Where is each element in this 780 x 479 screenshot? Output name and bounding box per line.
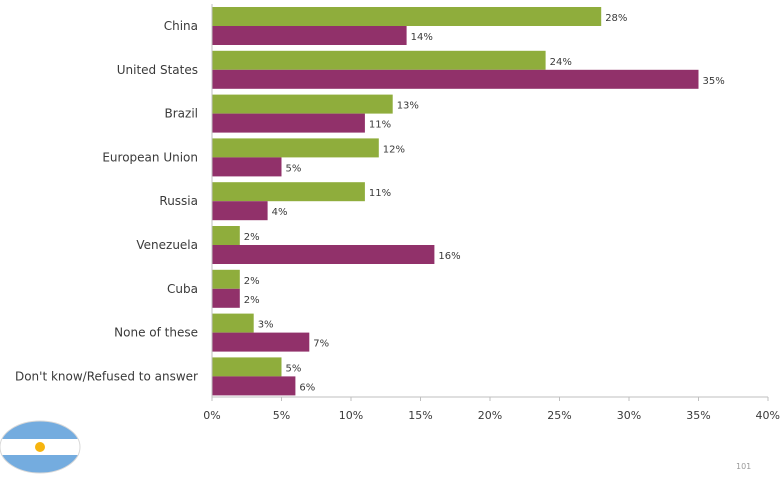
data-label: 28%	[605, 13, 627, 24]
data-label: 2%	[244, 276, 260, 287]
data-label: 5%	[286, 163, 302, 174]
x-tick-label: 20%	[478, 409, 502, 422]
category-label: China	[164, 19, 198, 33]
bar	[212, 69, 699, 89]
data-label: 6%	[299, 382, 315, 393]
category-label: Brazil	[165, 107, 199, 121]
x-tick-label: 30%	[617, 409, 641, 422]
category-label: None of these	[114, 326, 198, 340]
x-tick-label: 0%	[203, 409, 220, 422]
x-tick-label: 35%	[686, 409, 710, 422]
bar	[212, 26, 407, 45]
data-label: 14%	[411, 32, 433, 43]
bar	[212, 245, 435, 264]
page-number: 101	[736, 462, 752, 471]
bar	[212, 357, 282, 377]
bar	[212, 313, 254, 333]
category-label: Venezuela	[136, 238, 198, 252]
bar	[212, 113, 365, 133]
data-label: 11%	[369, 188, 391, 199]
category-label: European Union	[102, 150, 198, 164]
data-label: 4%	[272, 207, 288, 218]
x-tick-label: 15%	[408, 409, 432, 422]
bar	[212, 182, 365, 202]
category-label: Russia	[159, 194, 198, 208]
data-label: 2%	[244, 295, 260, 306]
argentina-flag-icon	[0, 415, 84, 479]
category-label: Cuba	[167, 282, 198, 296]
data-label: 12%	[383, 144, 405, 155]
data-label: 5%	[286, 363, 302, 374]
bar	[212, 376, 296, 396]
bar	[212, 7, 602, 26]
category-label: Don't know/Refused to answer	[15, 369, 198, 383]
data-label: 13%	[397, 101, 419, 112]
bar	[212, 94, 393, 114]
bar	[212, 201, 268, 221]
data-label: 11%	[369, 120, 391, 131]
x-tick-label: 5%	[273, 409, 290, 422]
data-label: 24%	[550, 57, 572, 68]
x-tick-label: 40%	[756, 409, 780, 422]
x-tick-label: 10%	[339, 409, 363, 422]
data-label: 7%	[313, 339, 329, 350]
bar	[212, 226, 240, 245]
x-tick-label: 25%	[547, 409, 571, 422]
bar	[212, 332, 310, 352]
data-label: 3%	[258, 320, 274, 331]
data-label: 16%	[438, 251, 460, 262]
category-label: United States	[117, 63, 198, 77]
data-label: 2%	[244, 232, 260, 243]
bar	[212, 138, 379, 158]
bar	[212, 269, 240, 289]
bar	[212, 288, 240, 308]
bar	[212, 157, 282, 177]
bar	[212, 50, 546, 70]
data-label: 35%	[703, 76, 725, 87]
